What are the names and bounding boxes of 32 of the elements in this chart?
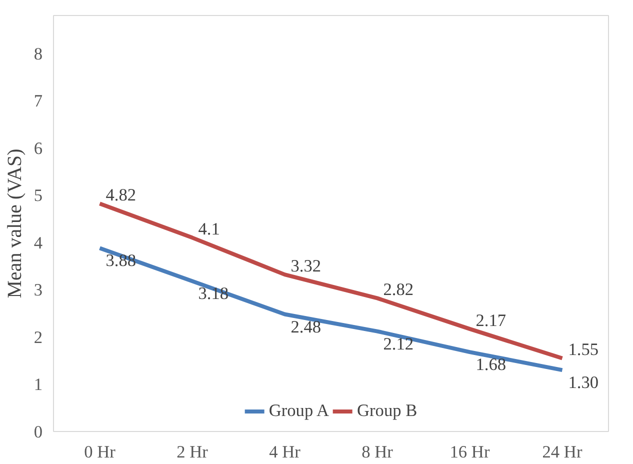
x-tick-label: 2 Hr — [176, 442, 208, 462]
legend-label: Group B — [357, 401, 418, 421]
y-tick-label: 1 — [34, 375, 43, 394]
data-label: 4.82 — [106, 186, 136, 205]
x-tick-label: 24 Hr — [542, 442, 582, 462]
data-label: 4.1 — [198, 220, 220, 239]
data-label: 2.17 — [476, 310, 506, 330]
line-series — [98, 202, 564, 360]
x-tick-label: 4 Hr — [269, 442, 301, 462]
data-label: 3.32 — [290, 256, 322, 276]
data-label: 3.18 — [198, 284, 229, 304]
y-tick-label: 3 — [34, 280, 43, 300]
data-label: 1.30 — [568, 373, 599, 392]
data-label: 2.48 — [290, 317, 322, 336]
y-tick-label: 0 — [34, 422, 43, 442]
y-tick-label: 5 — [34, 186, 43, 206]
y-tick-label: 4 — [34, 233, 43, 252]
data-label: 1.55 — [568, 340, 599, 360]
y-tick-label: 8 — [34, 44, 43, 64]
data-label: 2.12 — [383, 334, 414, 354]
line-series — [98, 246, 564, 372]
y-tick-label: 6 — [34, 138, 43, 158]
legend-label: Group A — [268, 401, 329, 421]
x-tick-label: 0 Hr — [84, 442, 116, 462]
data-label: 3.88 — [106, 251, 136, 270]
y-tick-label: 2 — [34, 328, 43, 347]
x-tick-label: 8 Hr — [362, 442, 394, 462]
data-label: 1.68 — [476, 355, 506, 374]
x-tick-label: 16 Hr — [450, 442, 490, 462]
y-axis-title: Mean value (VAS) — [4, 148, 26, 298]
data-label: 2.82 — [383, 280, 414, 300]
y-tick-label: 7 — [34, 92, 43, 111]
